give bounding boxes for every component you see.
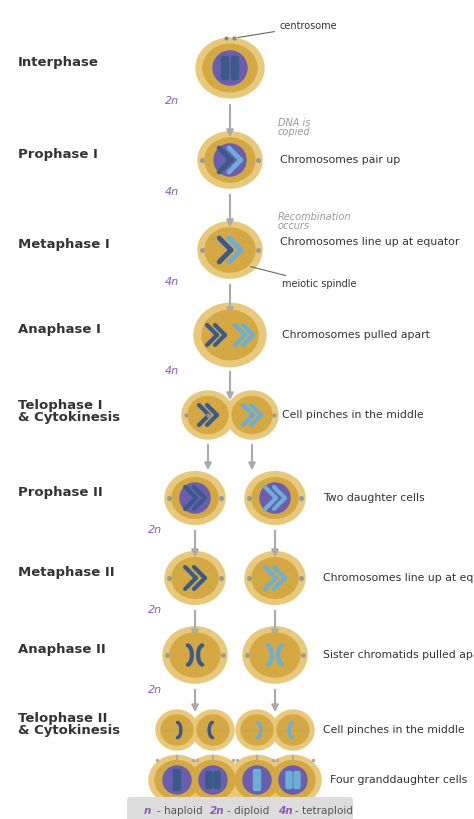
Ellipse shape xyxy=(188,396,228,433)
Circle shape xyxy=(213,51,247,85)
Text: copied: copied xyxy=(278,127,310,137)
Text: 4n: 4n xyxy=(165,187,179,197)
FancyBboxPatch shape xyxy=(221,57,228,79)
Text: Metaphase I: Metaphase I xyxy=(18,238,110,251)
Ellipse shape xyxy=(277,715,309,745)
Ellipse shape xyxy=(202,310,258,360)
Ellipse shape xyxy=(198,222,262,278)
Ellipse shape xyxy=(252,558,298,598)
FancyBboxPatch shape xyxy=(206,771,212,789)
Text: Cell pinches in the middle: Cell pinches in the middle xyxy=(323,725,465,735)
Text: Interphase: Interphase xyxy=(18,56,99,69)
Ellipse shape xyxy=(155,761,199,799)
Ellipse shape xyxy=(205,138,255,182)
Ellipse shape xyxy=(182,391,234,439)
Ellipse shape xyxy=(203,44,257,92)
Ellipse shape xyxy=(245,552,305,604)
Text: Prophase I: Prophase I xyxy=(18,148,98,161)
Ellipse shape xyxy=(205,228,255,272)
Ellipse shape xyxy=(194,303,266,367)
Ellipse shape xyxy=(271,761,315,799)
Text: n: n xyxy=(155,810,163,819)
Text: Sister chromatids pulled apart: Sister chromatids pulled apart xyxy=(323,650,474,660)
Text: occurs: occurs xyxy=(278,221,310,231)
Ellipse shape xyxy=(226,391,278,439)
Ellipse shape xyxy=(235,761,279,799)
Text: Chromosomes pair up: Chromosomes pair up xyxy=(280,155,400,165)
Text: 2n: 2n xyxy=(165,96,179,106)
Text: - tetraploid: - tetraploid xyxy=(295,806,353,816)
Circle shape xyxy=(260,483,290,513)
Text: - diploid: - diploid xyxy=(227,806,269,816)
Ellipse shape xyxy=(161,715,193,745)
Ellipse shape xyxy=(198,132,262,188)
FancyBboxPatch shape xyxy=(231,57,238,79)
Text: & Cytokinesis: & Cytokinesis xyxy=(18,724,120,737)
Ellipse shape xyxy=(172,558,218,598)
Text: Prophase II: Prophase II xyxy=(18,486,103,499)
Ellipse shape xyxy=(236,710,278,750)
Text: Telophase II: Telophase II xyxy=(18,712,108,725)
Text: 4n: 4n xyxy=(165,366,179,376)
Circle shape xyxy=(180,483,210,513)
Text: - haploid: - haploid xyxy=(157,806,202,816)
Text: Cell pinches in the middle: Cell pinches in the middle xyxy=(282,410,424,420)
Ellipse shape xyxy=(172,477,218,518)
Circle shape xyxy=(163,766,191,794)
Ellipse shape xyxy=(272,710,314,750)
Ellipse shape xyxy=(185,755,241,804)
Text: centrosome: centrosome xyxy=(238,21,337,38)
Ellipse shape xyxy=(250,633,300,677)
Ellipse shape xyxy=(197,715,229,745)
Circle shape xyxy=(243,766,271,794)
Text: DNA is: DNA is xyxy=(278,118,310,128)
Text: 2n: 2n xyxy=(148,525,162,535)
Text: 4n: 4n xyxy=(278,806,292,816)
Ellipse shape xyxy=(149,755,205,804)
Text: Chromosomes line up at equator: Chromosomes line up at equator xyxy=(323,573,474,583)
Text: Two daughter cells: Two daughter cells xyxy=(323,493,425,503)
Ellipse shape xyxy=(196,38,264,98)
Ellipse shape xyxy=(192,710,234,750)
Circle shape xyxy=(214,144,246,176)
FancyBboxPatch shape xyxy=(214,771,220,789)
FancyBboxPatch shape xyxy=(294,771,300,789)
Text: & Cytokinesis: & Cytokinesis xyxy=(18,411,120,424)
Text: Chromosomes pulled apart: Chromosomes pulled apart xyxy=(282,330,430,340)
Text: Chromosomes line up at equator: Chromosomes line up at equator xyxy=(280,237,459,247)
Circle shape xyxy=(199,766,227,794)
Ellipse shape xyxy=(163,627,227,683)
Text: Anaphase I: Anaphase I xyxy=(18,323,101,336)
Text: n: n xyxy=(144,806,151,816)
Text: 4n: 4n xyxy=(165,277,179,287)
Ellipse shape xyxy=(170,633,220,677)
Ellipse shape xyxy=(232,396,272,433)
Text: 2n: 2n xyxy=(148,685,162,695)
Text: meiotic spindle: meiotic spindle xyxy=(251,267,356,289)
Ellipse shape xyxy=(241,715,273,745)
Text: Telophase I: Telophase I xyxy=(18,399,102,412)
Ellipse shape xyxy=(156,710,198,750)
Ellipse shape xyxy=(265,755,321,804)
Text: Four granddaughter cells: Four granddaughter cells xyxy=(330,775,467,785)
Text: 2n: 2n xyxy=(210,806,225,816)
Ellipse shape xyxy=(245,472,305,524)
Circle shape xyxy=(279,766,307,794)
Ellipse shape xyxy=(229,755,285,804)
Text: Metaphase II: Metaphase II xyxy=(18,566,115,579)
Ellipse shape xyxy=(191,761,235,799)
FancyBboxPatch shape xyxy=(173,770,181,790)
Ellipse shape xyxy=(252,477,298,518)
FancyBboxPatch shape xyxy=(286,771,292,789)
Ellipse shape xyxy=(243,627,307,683)
Text: Anaphase II: Anaphase II xyxy=(18,643,106,656)
Ellipse shape xyxy=(165,552,225,604)
Text: Recombination: Recombination xyxy=(278,212,352,222)
Text: 2n: 2n xyxy=(148,605,162,615)
Ellipse shape xyxy=(165,472,225,524)
FancyBboxPatch shape xyxy=(254,770,261,790)
FancyBboxPatch shape xyxy=(127,797,353,819)
